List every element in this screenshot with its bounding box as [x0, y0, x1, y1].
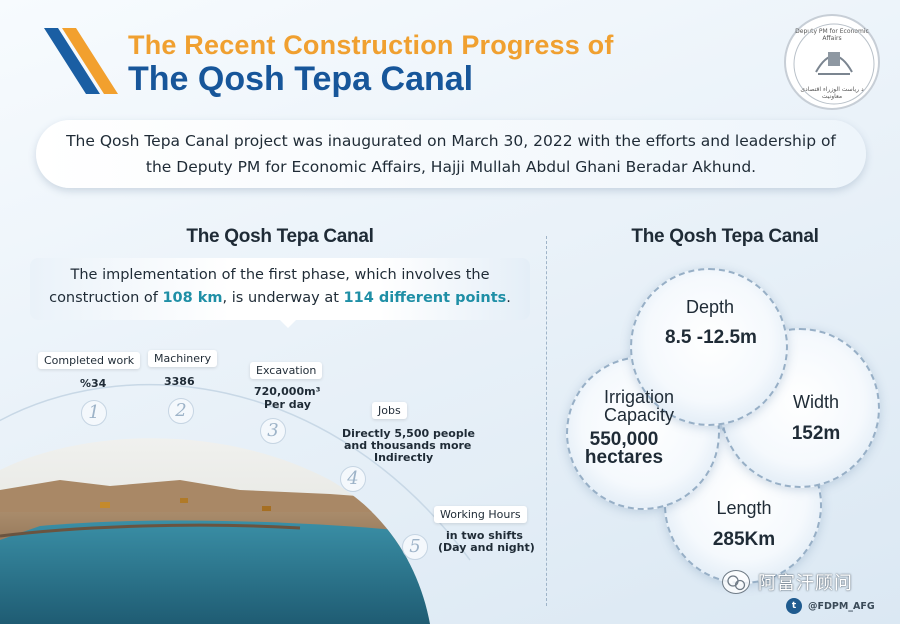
length-label: Length: [716, 498, 772, 518]
phase-notch: [276, 316, 300, 328]
timeline-label-excavation: Excavation: [250, 362, 323, 379]
timeline-number-5: 5: [402, 534, 428, 560]
timeline-value-excavation-line2: Per day: [264, 398, 311, 411]
depth-label: Depth: [685, 297, 735, 317]
timeline-label-machinery: Machinery: [148, 350, 218, 367]
stripes-logo-icon: [44, 28, 118, 94]
timeline-value-jobs: Directly 5,500 people: [342, 427, 475, 440]
width-label: Width: [792, 392, 839, 412]
capacity-label: Capacity: [603, 405, 675, 425]
timeline-label-completed-work: Completed work: [38, 352, 141, 369]
timeline-value-jobs-line2: and thousands more: [344, 439, 472, 452]
irrigation-label: Irrigation: [603, 387, 675, 407]
irrigation-capacity-value: 550,000: [589, 429, 659, 450]
timeline-number-2: 2: [168, 398, 194, 424]
twitter-icon: t: [786, 598, 802, 614]
twitter-handle-text: @FDPM_AFG: [808, 600, 875, 612]
wechat-watermark: 阿富汗顾问: [722, 568, 853, 596]
intro-text: The Qosh Tepa Canal project was inaugura…: [66, 132, 836, 176]
timeline-value-excavation: 720,000m³: [254, 385, 321, 398]
wechat-icon: [722, 570, 750, 594]
timeline-number-1: 1: [81, 400, 107, 426]
timeline-number-4: 4: [340, 466, 366, 492]
phase-banner: The implementation of the first phase, w…: [30, 258, 530, 320]
construction-photo: [0, 383, 471, 624]
timeline-value-jobs-line3: Indirectly: [374, 451, 434, 464]
depth-value: 8.5 -12.5m: [665, 327, 757, 348]
phase-points-highlight: 114 different points: [343, 290, 507, 306]
width-value: 152m: [791, 423, 841, 444]
phase-km-highlight: 108 km: [162, 290, 223, 306]
phase-text-part: , is underway at: [222, 290, 344, 306]
right-heading: The Qosh Tepa Canal: [631, 226, 819, 247]
left-heading: The Qosh Tepa Canal: [186, 226, 374, 247]
seal-bottom-text: د ریاست الوزراء اقتصادی معاونیت: [800, 86, 864, 100]
timeline-label-working-hours: Working Hours: [434, 506, 527, 523]
seal-top-text: Deputy PM for Economic Affairs: [795, 28, 869, 42]
intro-banner: The Qosh Tepa Canal project was inaugura…: [36, 120, 866, 188]
emblem-icon: [793, 23, 875, 105]
timeline-value-machinery: 3386: [164, 375, 195, 388]
phase-text-part: .: [506, 290, 511, 306]
timeline-label-jobs: Jobs: [372, 402, 407, 419]
depth-circle: [630, 268, 788, 426]
title-line-1: The Recent Construction Progress of: [128, 30, 614, 60]
irrigation-capacity-unit: hectares: [584, 447, 664, 468]
timeline-value-working-hours: in two shifts: [446, 529, 523, 542]
length-value: 285Km: [712, 529, 776, 550]
deputy-pm-seal: Deputy PM for Economic Affairs د ریاست ا…: [784, 14, 880, 110]
timeline-value-working-hours-line2: (Day and night): [438, 541, 535, 554]
twitter-handle[interactable]: t @FDPM_AFG: [786, 598, 875, 614]
phase-text-part: The implementation of the first phase, w…: [49, 267, 490, 306]
section-divider: [546, 236, 547, 606]
watermark-text: 阿富汗顾问: [758, 573, 853, 594]
phase-text: The implementation of the first phase, w…: [30, 264, 530, 310]
title-line-2: The Qosh Tepa Canal: [128, 60, 474, 98]
timeline-number-3: 3: [260, 418, 286, 444]
timeline-value-completed-work: %34: [80, 377, 107, 390]
